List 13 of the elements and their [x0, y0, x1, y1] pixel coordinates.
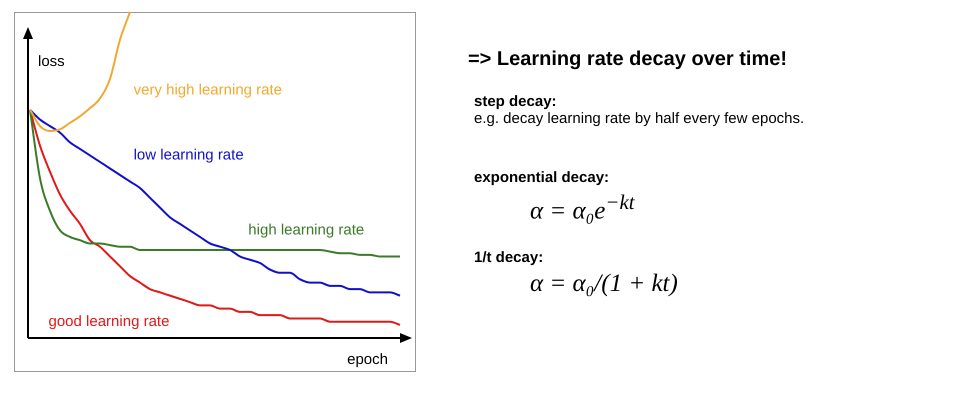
text: α = α₀/(1 + kt): [530, 270, 679, 298]
text: e.g. decay learning rate by half every few epochs.: [474, 110, 806, 127]
text: exponential decay:: [474, 169, 610, 186]
text: => Learning rate decay over time!: [468, 48, 788, 71]
series-label: high learning rate: [248, 222, 364, 239]
x-axis-title: epoch: [347, 351, 388, 368]
series-label: low learning rate: [134, 146, 244, 164]
series-label: good learning rate: [48, 312, 170, 330]
text: α = α₀e$^{−kt}$: [530, 190, 636, 226]
text: 1/t decay:: [474, 249, 544, 266]
y-axis-title: loss: [38, 53, 65, 70]
text: step decay:: [474, 93, 558, 110]
series-label: very high learning rate: [134, 81, 282, 98]
